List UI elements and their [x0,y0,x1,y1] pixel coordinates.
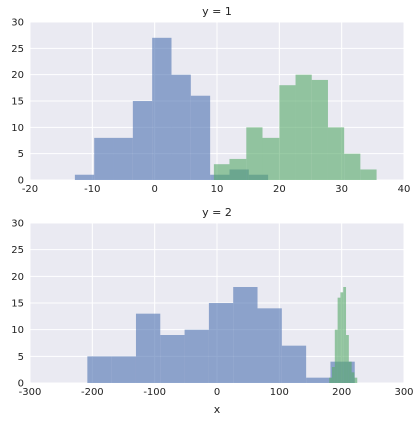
x-tick-label: -20 [22,184,38,195]
hist-bar-series-1 [306,377,331,383]
hist-bar-series-2 [279,85,296,180]
y-tick-label: 30 [11,18,24,29]
x-tick-label: -100 [143,387,166,398]
hist-bar-series-2 [327,127,345,180]
subplot-top: -20 -10 0 10 20 30 40 0 5 10 15 20 25 30 y = 1 [11,5,410,195]
y-tick-label: 20 [11,272,24,283]
hist-bar-series-2 [340,292,344,383]
hist-bar-series-2 [311,79,328,180]
hist-bar-series-2 [295,74,312,180]
hist-bar-series-1 [257,308,282,383]
hist-bar-series-2 [348,361,352,383]
x-tick-label: -200 [81,387,104,398]
hist-bar-series-2 [246,127,263,180]
hist-bar-series-1 [132,101,153,180]
y-tick-label: 0 [18,176,24,187]
hist-bar-series-2 [262,137,280,180]
hist-bar-series-1 [111,356,136,383]
hist-bar-series-1 [135,313,161,383]
y-tick-label: 5 [18,352,24,363]
hist-bar-series-1 [113,137,133,180]
hist-bar-series-1 [208,303,234,383]
y-tick-label: 10 [11,325,24,336]
y-tick-label: 5 [18,149,24,160]
x-tick-label: -300 [19,387,42,398]
x-tick-label: 10 [211,184,224,195]
hist-bar-series-1 [184,329,209,383]
x-tick-label: 30 [335,184,348,195]
x-tick-label: 200 [332,387,351,398]
x-tick-label: 0 [214,387,220,398]
hist-bar-series-2 [329,377,333,383]
y-tick-label: 30 [11,219,24,230]
hist-bar-series-1 [160,335,185,383]
x-tick-label: -10 [84,184,100,195]
y-tick-label: 25 [11,245,24,256]
hist-bar-series-1 [281,345,307,383]
hist-bar-series-1 [233,287,258,383]
hist-bar-series-2 [344,153,361,180]
hist-bar-series-2 [213,164,230,180]
hist-bar-series-2 [354,377,358,383]
y-tick-label: 25 [11,44,24,55]
hist-bar-series-1 [74,174,95,180]
hist-bar-series-1 [87,356,112,383]
x-tick-label: 300 [394,387,413,398]
x-tick-label: 0 [151,184,157,195]
hist-bar-series-2 [229,158,247,180]
y-tick-label: 15 [11,299,24,310]
hist-bar-series-2 [351,372,355,383]
hist-bar-series-2 [346,335,349,383]
y-tick-label: 15 [11,97,24,108]
x-tick-label: 40 [398,184,411,195]
y-tick-label: 10 [11,123,24,134]
subplot-bottom: -300 -200 -100 0 100 200 300 0 5 10 15 20 25 30 y = 2 x [11,206,413,416]
hist-bar-series-2 [337,297,341,383]
hist-bar-series-1 [152,37,172,180]
hist-bar-series-2 [343,287,347,383]
hist-bar-series-2 [332,367,335,383]
subplot-title: y = 2 [202,206,232,219]
y-tick-label: 0 [18,379,24,390]
hist-bar-series-2 [334,329,338,383]
x-tick-label: 100 [270,387,289,398]
subplot-title: y = 1 [202,5,232,18]
x-axis-label: x [214,403,221,416]
hist-bar-series-2 [360,169,377,180]
y-tick-label: 20 [11,70,24,81]
hist-bar-series-1 [171,74,191,180]
hist-bar-series-1 [94,137,114,180]
hist-bar-series-1 [190,95,211,180]
x-tick-label: 20 [273,184,286,195]
